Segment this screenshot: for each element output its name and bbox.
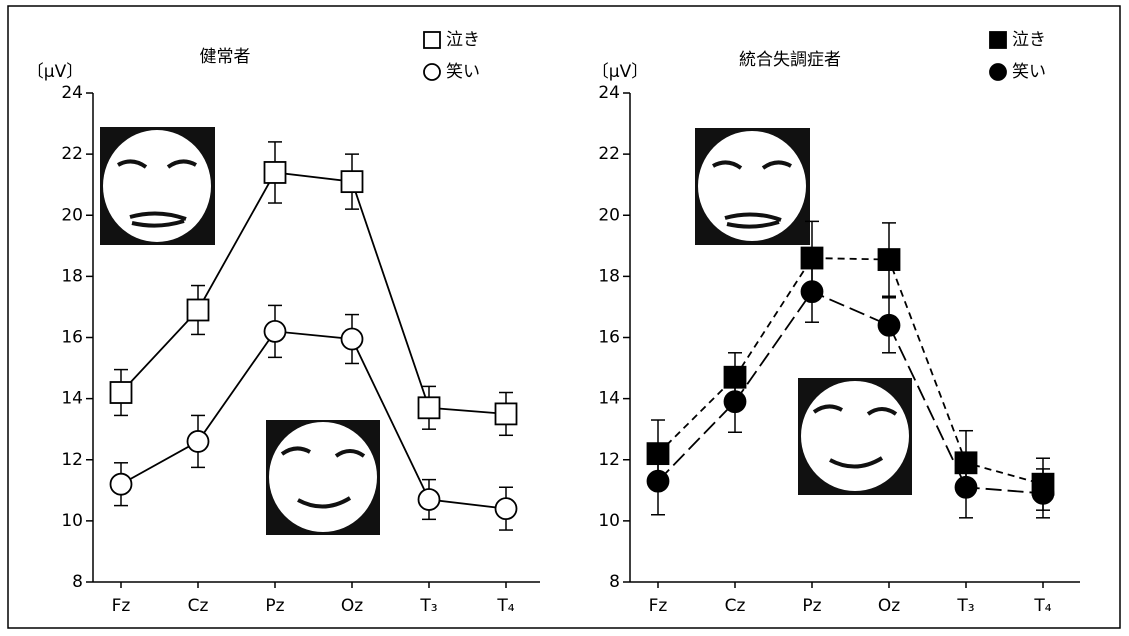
face-laugh-left — [266, 420, 380, 535]
y-tick-label: 22 — [61, 144, 83, 164]
y-tick-label: 8 — [609, 572, 620, 592]
y-tick-label: 16 — [61, 328, 83, 348]
data-point — [879, 315, 900, 336]
x-tick-label: Cz — [725, 596, 746, 616]
data-point — [111, 382, 132, 403]
y-tick-label: 8 — [72, 572, 83, 592]
x-tick-label: T₄ — [496, 596, 514, 616]
y-axis-label: 〔μV〕 — [592, 62, 648, 82]
x-tick-label: Cz — [188, 596, 209, 616]
data-point — [648, 471, 669, 492]
data-point — [342, 171, 363, 192]
legend-label: 泣き — [1012, 30, 1046, 50]
y-tick-label: 12 — [598, 450, 620, 470]
legend-marker — [990, 32, 1006, 48]
legend-label: 笑い — [1012, 62, 1046, 82]
data-point — [802, 281, 823, 302]
data-point — [111, 474, 132, 495]
x-tick-label: Oz — [341, 596, 363, 616]
data-point — [188, 299, 209, 320]
y-tick-label: 10 — [598, 511, 620, 531]
x-tick-label: Pz — [265, 596, 284, 616]
x-tick-label: T₃ — [419, 596, 437, 616]
y-tick-label: 24 — [598, 83, 620, 103]
data-point — [419, 489, 440, 510]
y-axis-label: 〔μV〕 — [27, 62, 83, 82]
y-tick-label: 20 — [598, 205, 620, 225]
x-tick-label: Fz — [649, 596, 668, 616]
data-point — [188, 431, 209, 452]
legend-label: 泣き — [446, 30, 480, 50]
y-tick-label: 18 — [598, 266, 620, 286]
x-tick-label: Oz — [878, 596, 900, 616]
y-tick-label: 20 — [61, 205, 83, 225]
data-point — [496, 403, 517, 424]
face-laugh-right — [798, 378, 912, 495]
data-point — [265, 321, 286, 342]
data-point — [265, 162, 286, 183]
face-cry-left — [100, 127, 215, 245]
data-point — [342, 329, 363, 350]
chart-title: 統合失調症者 — [739, 50, 841, 70]
y-tick-label: 24 — [61, 83, 83, 103]
x-tick-label: Fz — [112, 596, 131, 616]
y-tick-label: 14 — [61, 389, 83, 409]
frame — [8, 6, 1120, 628]
face-cry-right — [695, 128, 810, 245]
data-point — [879, 249, 900, 270]
x-tick-label: T₃ — [956, 596, 974, 616]
y-tick-label: 14 — [598, 389, 620, 409]
x-tick-label: T₄ — [1033, 596, 1051, 616]
legend-marker — [424, 64, 440, 80]
legend-label: 笑い — [446, 62, 480, 82]
figure: 健常者〔μV〕 8 10 12 14 16 18 20 22 24 Fz Cz Pz Oz T₃ T₄ 泣き笑い… — [0, 0, 1129, 636]
legend-marker — [424, 32, 440, 48]
data-point — [956, 477, 977, 498]
y-tick-label: 18 — [61, 266, 83, 286]
y-tick-label: 22 — [598, 144, 620, 164]
x-tick-label: Pz — [802, 596, 821, 616]
data-point — [725, 391, 746, 412]
data-point — [1033, 483, 1054, 504]
legend-marker — [990, 64, 1006, 80]
y-tick-label: 16 — [598, 328, 620, 348]
chart-title: 健常者 — [200, 47, 251, 67]
y-tick-label: 12 — [61, 450, 83, 470]
y-tick-label: 10 — [61, 511, 83, 531]
data-point — [496, 498, 517, 519]
data-point — [419, 397, 440, 418]
